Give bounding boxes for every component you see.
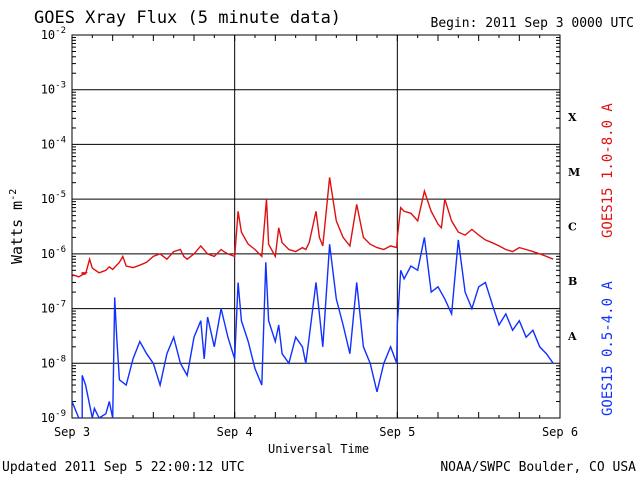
- x-tick-label: Sep 6: [542, 425, 578, 439]
- y-tick-label: 10-2: [41, 26, 66, 42]
- flare-class-label: M: [568, 166, 580, 179]
- flare-class-label: B: [568, 275, 577, 288]
- y-tick-label: 10-7: [41, 300, 66, 316]
- y-tick-label: 10-8: [41, 354, 66, 370]
- y-tick-label: 10-3: [41, 81, 66, 97]
- chart-title: GOES Xray Flux (5 minute data): [34, 8, 342, 28]
- series-line-long: [72, 177, 554, 278]
- y-tick-label: 10-9: [41, 409, 66, 425]
- plot-frame: [71, 34, 561, 419]
- y-tick-label: 10-5: [41, 190, 66, 206]
- y-tick-label: 10-4: [41, 135, 66, 151]
- updated-time: Updated 2011 Sep 5 22:00:12 UTC: [2, 460, 245, 475]
- begin-time: Begin: 2011 Sep 3 0000 UTC: [430, 16, 635, 31]
- x-axis-label: Universal Time: [268, 442, 370, 456]
- x-tick-label: Sep 5: [379, 425, 415, 439]
- credit-text: NOAA/SWPC Boulder, CO USA: [440, 460, 636, 475]
- series-line-short: [72, 237, 554, 418]
- flare-class-label: A: [567, 330, 577, 343]
- flare-class-label: C: [568, 221, 577, 234]
- x-tick-label: Sep 4: [217, 425, 253, 439]
- x-tick-label: Sep 3: [54, 425, 90, 439]
- flare-class-label: X: [568, 111, 577, 124]
- y-tick-label: 10-6: [41, 245, 66, 261]
